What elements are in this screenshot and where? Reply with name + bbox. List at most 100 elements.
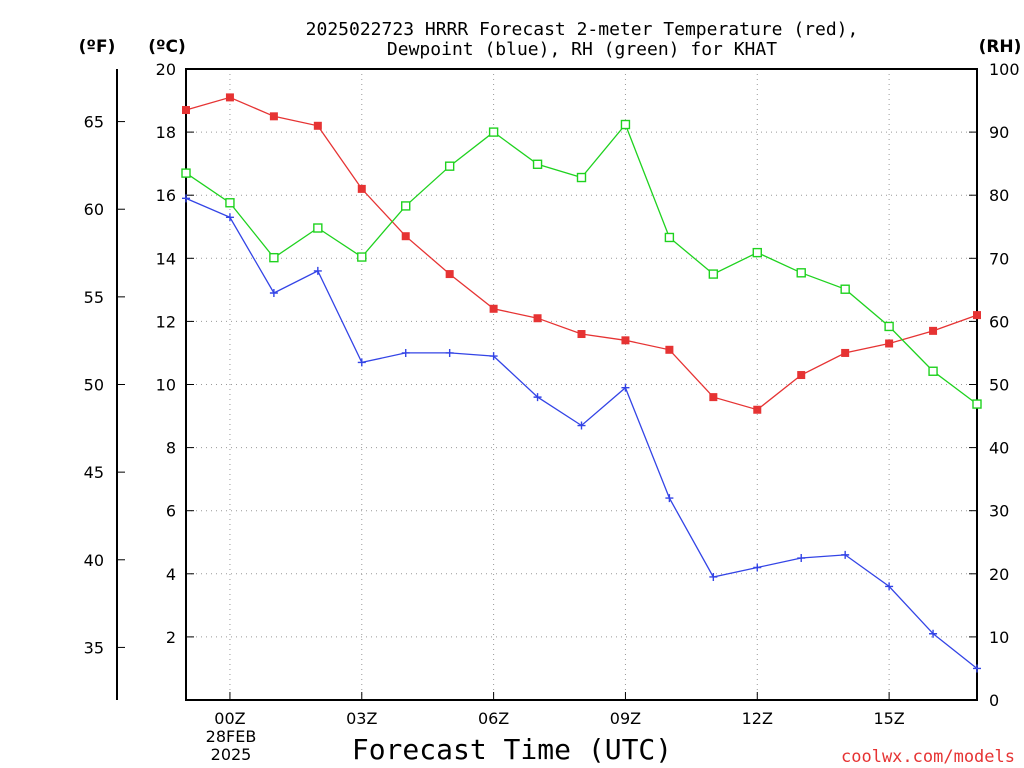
fahrenheit-tick-label: 65	[84, 113, 104, 132]
x-tick-label: 06Z	[478, 709, 509, 728]
rh-point	[357, 252, 367, 262]
rh-tick-label: 0	[989, 691, 999, 710]
celsius-tick-label: 20	[156, 60, 176, 79]
rh-point	[181, 168, 191, 178]
rh-tick-label: 80	[989, 186, 1009, 205]
temperature-point	[797, 371, 806, 380]
dewpoint-point	[577, 421, 586, 430]
celsius-tick-label: 4	[166, 565, 176, 584]
rh-point	[752, 247, 762, 258]
rh-point	[444, 161, 455, 171]
dewpoint-point	[621, 383, 630, 392]
rh-point	[796, 268, 806, 278]
temperature-point	[357, 184, 366, 193]
celsius-tick-label: 18	[156, 123, 176, 142]
celsius-tick-label: 14	[156, 249, 176, 268]
fahrenheit-tick-label: 60	[84, 200, 104, 219]
rh-point	[488, 127, 499, 137]
dewpoint-point	[797, 554, 806, 563]
fahrenheit-unit-label: (ºF)	[79, 37, 116, 57]
temperature-point	[182, 106, 190, 115]
temperature-point	[885, 339, 894, 348]
x-tick-label: 09Z	[610, 709, 641, 728]
dewpoint-point	[313, 266, 322, 275]
dewpoint-point	[445, 348, 454, 357]
x-axis-title: Forecast Time (UTC)	[352, 733, 672, 766]
dewpoint-point	[709, 572, 718, 581]
rh-tick-label: 50	[989, 376, 1009, 395]
temperature-point	[973, 311, 981, 320]
dewpoint-point	[357, 358, 366, 367]
temperature-point	[577, 330, 586, 339]
dewpoint-point	[269, 289, 278, 298]
rh-point	[884, 321, 894, 332]
x-tick-label: 15Z	[873, 709, 904, 728]
dewpoint-point	[489, 352, 498, 361]
temperature-point	[313, 121, 322, 130]
chart-title-line-2: Dewpoint (blue), RH (green) for KHAT	[387, 39, 777, 60]
rh-point	[576, 172, 587, 183]
dewpoint-point	[401, 348, 410, 357]
rh-point	[708, 269, 719, 279]
rh-tick-label: 60	[989, 312, 1009, 331]
temperature-point	[621, 336, 630, 345]
rh-line	[185, 123, 978, 405]
fahrenheit-tick-label: 50	[84, 376, 104, 395]
watermark-text: coolwx.com/models	[841, 747, 1015, 767]
temperature-point	[929, 326, 938, 335]
temperature-point	[445, 270, 454, 279]
temperature-point	[665, 345, 674, 354]
temperature-point	[841, 348, 850, 357]
temperature-point	[489, 304, 498, 313]
date-label-line-1: 28FEB	[206, 727, 257, 746]
dewpoint-point	[929, 629, 938, 638]
temperature-point	[533, 314, 542, 323]
x-tick-label: 12Z	[742, 709, 773, 728]
dewpoint-point	[665, 494, 674, 503]
date-label-line-2: 2025	[211, 745, 252, 764]
fahrenheit-tick-label: 40	[84, 551, 104, 570]
rh-tick-label: 10	[989, 628, 1009, 647]
temperature-line	[185, 96, 978, 411]
fahrenheit-tick-label: 55	[84, 288, 104, 307]
rh-tick-label: 70	[989, 249, 1009, 268]
x-tick-label: 00Z	[214, 709, 245, 728]
temperature-point	[709, 393, 718, 402]
x-tick-label: 03Z	[346, 709, 377, 728]
dewpoint-point	[753, 563, 762, 572]
celsius-tick-label: 2	[166, 628, 176, 647]
dewpoint-line	[185, 197, 978, 670]
celsius-tick-label: 6	[166, 502, 176, 521]
dewpoint-point	[533, 393, 542, 402]
tick-labels: 2 4 6 8 10 12 14 16 18 20 35 40 45 50 55 60 65 0 10 20 30 40 5…	[84, 60, 1020, 728]
temperature-point	[225, 93, 234, 102]
dewpoint-point	[973, 664, 981, 673]
rh-tick-label: 30	[989, 502, 1009, 521]
rh-tick-label: 20	[989, 565, 1009, 584]
rh-point	[532, 159, 543, 169]
data-series	[181, 93, 982, 673]
dewpoint-point	[182, 194, 190, 203]
dewpoint-point	[885, 582, 894, 591]
celsius-unit-label: (ºC)	[148, 37, 186, 57]
rh-point	[269, 252, 279, 263]
temperature-point	[753, 405, 762, 414]
rh-tick-label: 90	[989, 123, 1009, 142]
celsius-tick-label: 16	[156, 186, 176, 205]
rh-series	[181, 119, 982, 409]
dewpoint-point	[841, 550, 850, 559]
dewpoint-point	[225, 213, 234, 222]
fahrenheit-tick-label: 45	[84, 463, 104, 482]
rh-point	[972, 399, 982, 409]
chart-title-line-1: 2025022723 HRRR Forecast 2-meter Tempera…	[306, 19, 859, 40]
rh-tick-label: 100	[989, 60, 1020, 79]
rh-point	[664, 232, 675, 243]
rh-point	[840, 284, 850, 294]
rh-tick-label: 40	[989, 439, 1009, 458]
grid-lines	[186, 69, 977, 700]
rh-point	[225, 198, 235, 208]
temperature-point	[401, 232, 410, 241]
temperature-point	[269, 112, 278, 121]
rh-point	[313, 223, 323, 233]
